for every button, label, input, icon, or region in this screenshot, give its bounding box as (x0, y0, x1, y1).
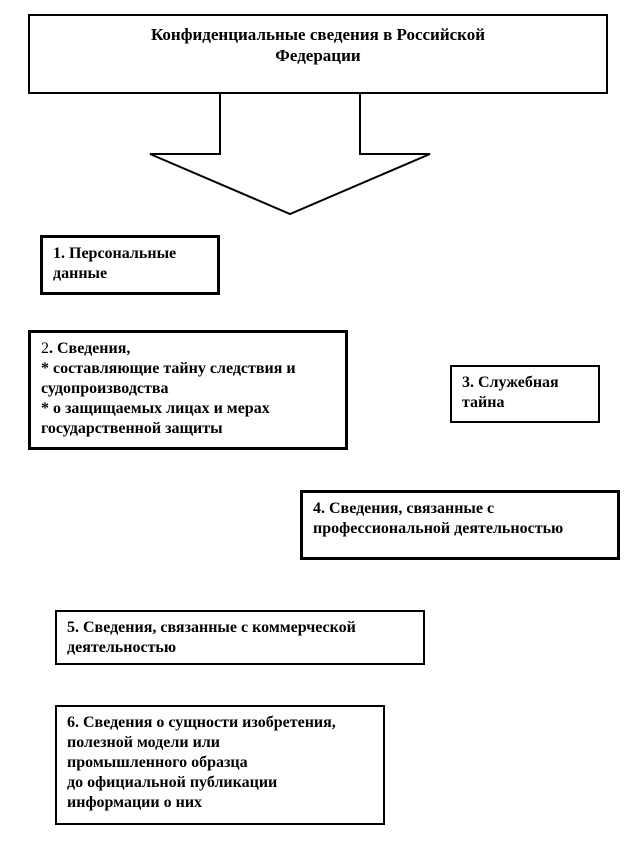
b3-l0: 3. Служебная (462, 373, 588, 393)
box-official-secret: 3. Служебная тайна (450, 365, 600, 423)
down-arrow-icon (0, 94, 644, 224)
b5-l0: 5. Сведения, связанные с коммерческой (67, 618, 413, 638)
b2-num: 2 (41, 340, 49, 357)
b2-l3: государственной защиты (41, 419, 335, 439)
title-line1: Конфиденциальные сведения в Российской (40, 24, 596, 45)
box-personal-data: 1. Персональные данные (40, 235, 220, 295)
b2-l2: * о защищаемых лицах и мерах (41, 399, 335, 419)
box-investigation-secrecy: 2. Сведения, * составляющие тайну следст… (28, 330, 348, 450)
box-commercial-activity: 5. Сведения, связанные с коммерческой де… (55, 610, 425, 665)
b6-l1: полезной модели или (67, 733, 373, 753)
b1-l1: данные (53, 264, 207, 284)
b6-l0: 6. Сведения о сущности изобретения, (67, 713, 373, 733)
b6-l4: информации о них (67, 793, 373, 813)
b2-head: 2. Сведения, (41, 339, 335, 359)
b6-l2: промышленного образца (67, 753, 373, 773)
b2-l0: * составляющие тайну следствия и (41, 359, 335, 379)
b1-l0: 1. Персональные (53, 244, 207, 264)
b5-l1: деятельностью (67, 638, 413, 658)
b4-l0: 4. Сведения, связанные с (313, 499, 607, 519)
b2-l1: судопроизводства (41, 379, 335, 399)
b2-after: . Сведения, (49, 340, 130, 357)
b4-l1: профессиональной деятельностью (313, 519, 607, 539)
b3-l1: тайна (462, 393, 588, 413)
title-line2: Федерации (40, 45, 596, 66)
title-box: Конфиденциальные сведения в Российской Ф… (28, 14, 608, 94)
b6-l3: до официальной публикации (67, 773, 373, 793)
box-invention-essence: 6. Сведения о сущности изобретения, поле… (55, 705, 385, 825)
box-professional-activity: 4. Сведения, связанные с профессионально… (300, 490, 620, 560)
